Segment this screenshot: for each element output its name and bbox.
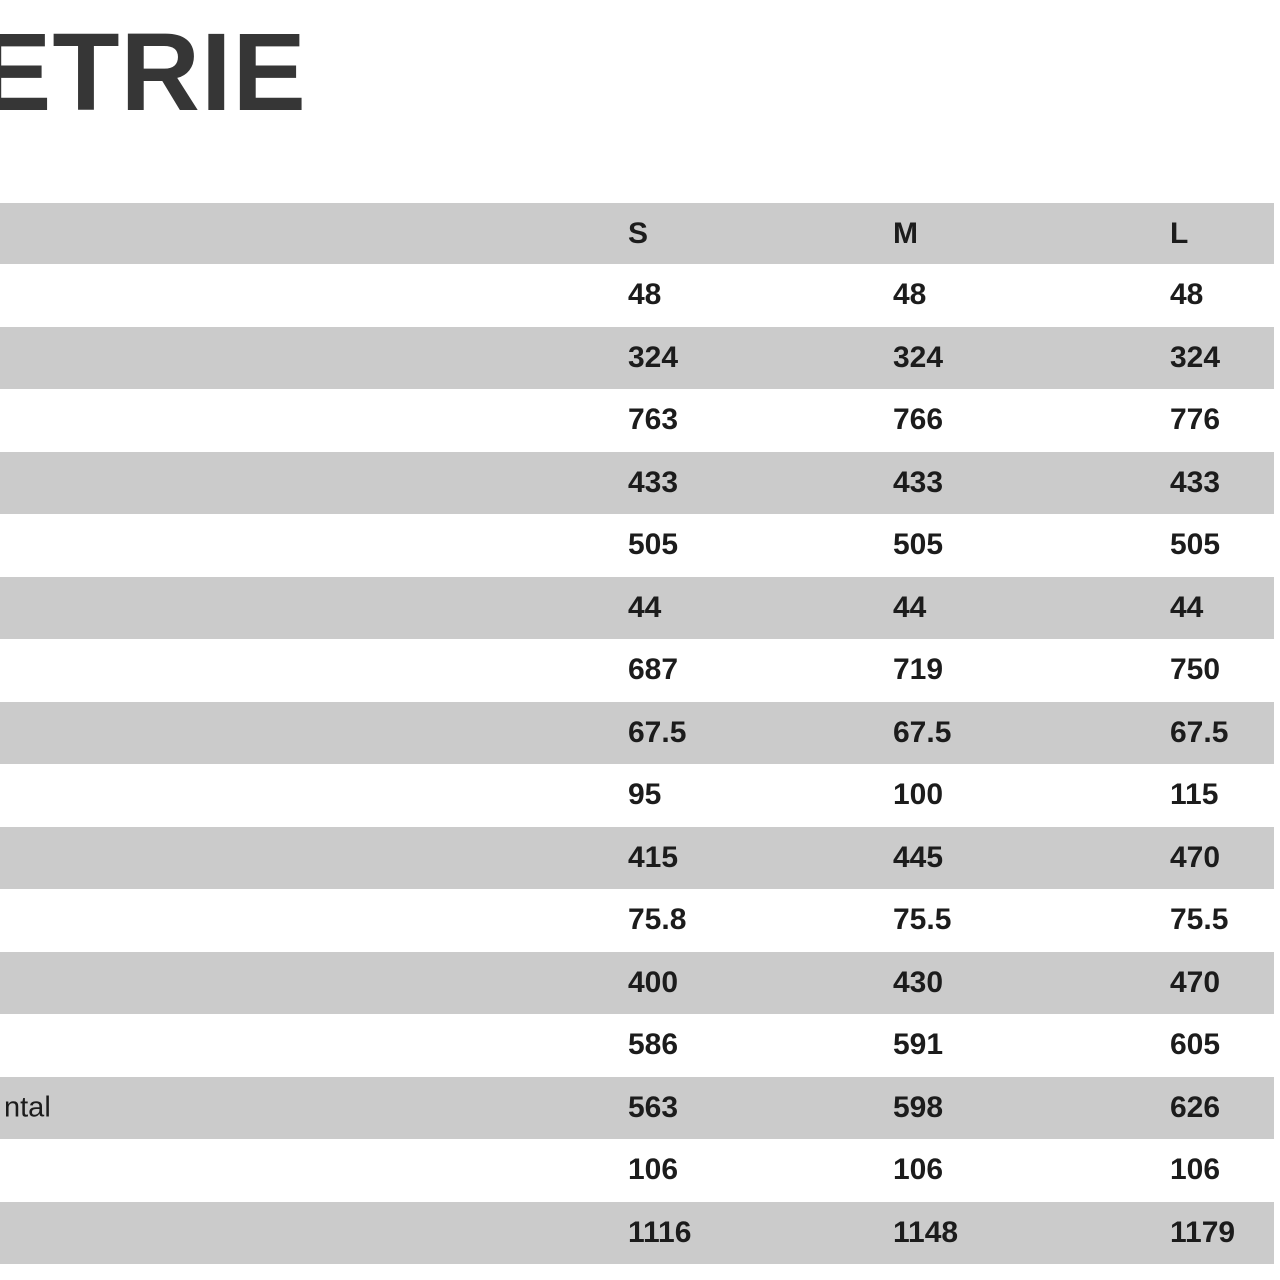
geometry-value-cell: 1179 bbox=[1170, 1215, 1236, 1249]
table-row: 106 106 106 bbox=[0, 1139, 1274, 1202]
table-row: 324 324 324 bbox=[0, 326, 1274, 389]
geometry-value-cell: 48 bbox=[893, 278, 927, 312]
table-header-row: S M L bbox=[0, 203, 1274, 264]
geometry-value-cell: 605 bbox=[1170, 1028, 1221, 1062]
table-row: 433 433 433 bbox=[0, 451, 1274, 514]
geometry-value-cell: 115 bbox=[1170, 778, 1219, 812]
geometry-value-cell: 1148 bbox=[893, 1215, 959, 1249]
geometry-value-cell: 75.5 bbox=[893, 903, 952, 937]
geometry-value-cell: 505 bbox=[893, 528, 944, 562]
table-row: 505 505 505 bbox=[0, 514, 1274, 577]
geometry-value-cell: 433 bbox=[893, 465, 944, 499]
geometry-value-cell: 106 bbox=[628, 1153, 679, 1187]
table-row: 763 766 776 bbox=[0, 389, 1274, 452]
row-label-fragment: ntal bbox=[4, 1091, 51, 1124]
geometry-value-cell: 1116 bbox=[628, 1215, 692, 1249]
table-row: 75.8 75.5 75.5 bbox=[0, 889, 1274, 952]
column-header-size-m: M bbox=[893, 216, 918, 250]
table-row: 400 430 470 bbox=[0, 951, 1274, 1014]
geometry-value-cell: 470 bbox=[1170, 840, 1221, 874]
geometry-value-cell: 776 bbox=[1170, 403, 1221, 437]
geometry-value-cell: 470 bbox=[1170, 965, 1221, 999]
geometry-value-cell: 44 bbox=[628, 590, 662, 624]
geometry-value-cell: 445 bbox=[893, 840, 944, 874]
geometry-value-cell: 100 bbox=[893, 778, 944, 812]
geometry-value-cell: 67.5 bbox=[893, 715, 952, 749]
table-row: 48 48 48 bbox=[0, 264, 1274, 327]
geometry-value-cell: 687 bbox=[628, 653, 679, 687]
geometry-value-cell: 433 bbox=[628, 465, 679, 499]
table-row: 586 591 605 bbox=[0, 1014, 1274, 1077]
geometry-value-cell: 106 bbox=[893, 1153, 944, 1187]
geometry-value-cell: 75.8 bbox=[628, 903, 687, 937]
geometry-value-cell: 44 bbox=[893, 590, 927, 624]
geometry-value-cell: 75.5 bbox=[1170, 903, 1229, 937]
geometry-value-cell: 324 bbox=[628, 340, 679, 374]
geometry-value-cell: 505 bbox=[628, 528, 679, 562]
geometry-value-cell: 67.5 bbox=[628, 715, 687, 749]
geometry-value-cell: 563 bbox=[628, 1090, 679, 1124]
table-row: ntal 563 598 626 bbox=[0, 1076, 1274, 1139]
geometry-value-cell: 44 bbox=[1170, 590, 1204, 624]
geometry-value-cell: 591 bbox=[893, 1028, 944, 1062]
geometry-value-cell: 95 bbox=[628, 778, 662, 812]
geometry-value-cell: 415 bbox=[628, 840, 679, 874]
page-title: ETRIE bbox=[0, 11, 307, 134]
geometry-value-cell: 505 bbox=[1170, 528, 1221, 562]
geometry-value-cell: 763 bbox=[628, 403, 679, 437]
column-header-size-s: S bbox=[628, 216, 649, 250]
geometry-value-cell: 626 bbox=[1170, 1090, 1221, 1124]
geometry-value-cell: 598 bbox=[893, 1090, 944, 1124]
geometry-value-cell: 719 bbox=[893, 653, 944, 687]
geometry-value-cell: 430 bbox=[893, 965, 944, 999]
column-header-size-l: L bbox=[1170, 216, 1189, 250]
table-row: 95 100 115 bbox=[0, 764, 1274, 827]
table-row: 687 719 750 bbox=[0, 639, 1274, 702]
geometry-value-cell: 106 bbox=[1170, 1153, 1221, 1187]
table-row: 44 44 44 bbox=[0, 576, 1274, 639]
geometry-value-cell: 750 bbox=[1170, 653, 1221, 687]
table-row: 415 445 470 bbox=[0, 826, 1274, 889]
geometry-table: S M L 48 48 48 324 324 324 763 766 776 433 433 433 5… bbox=[0, 203, 1274, 1264]
geometry-value-cell: 324 bbox=[1170, 340, 1221, 374]
geometry-value-cell: 400 bbox=[628, 965, 679, 999]
geometry-value-cell: 48 bbox=[1170, 278, 1204, 312]
geometry-value-cell: 67.5 bbox=[1170, 715, 1229, 749]
geometry-value-cell: 433 bbox=[1170, 465, 1221, 499]
table-row: 1116 1148 1179 bbox=[0, 1201, 1274, 1264]
geometry-value-cell: 48 bbox=[628, 278, 662, 312]
geometry-value-cell: 586 bbox=[628, 1028, 679, 1062]
table-row: 67.5 67.5 67.5 bbox=[0, 701, 1274, 764]
geometry-value-cell: 766 bbox=[893, 403, 944, 437]
geometry-value-cell: 324 bbox=[893, 340, 944, 374]
